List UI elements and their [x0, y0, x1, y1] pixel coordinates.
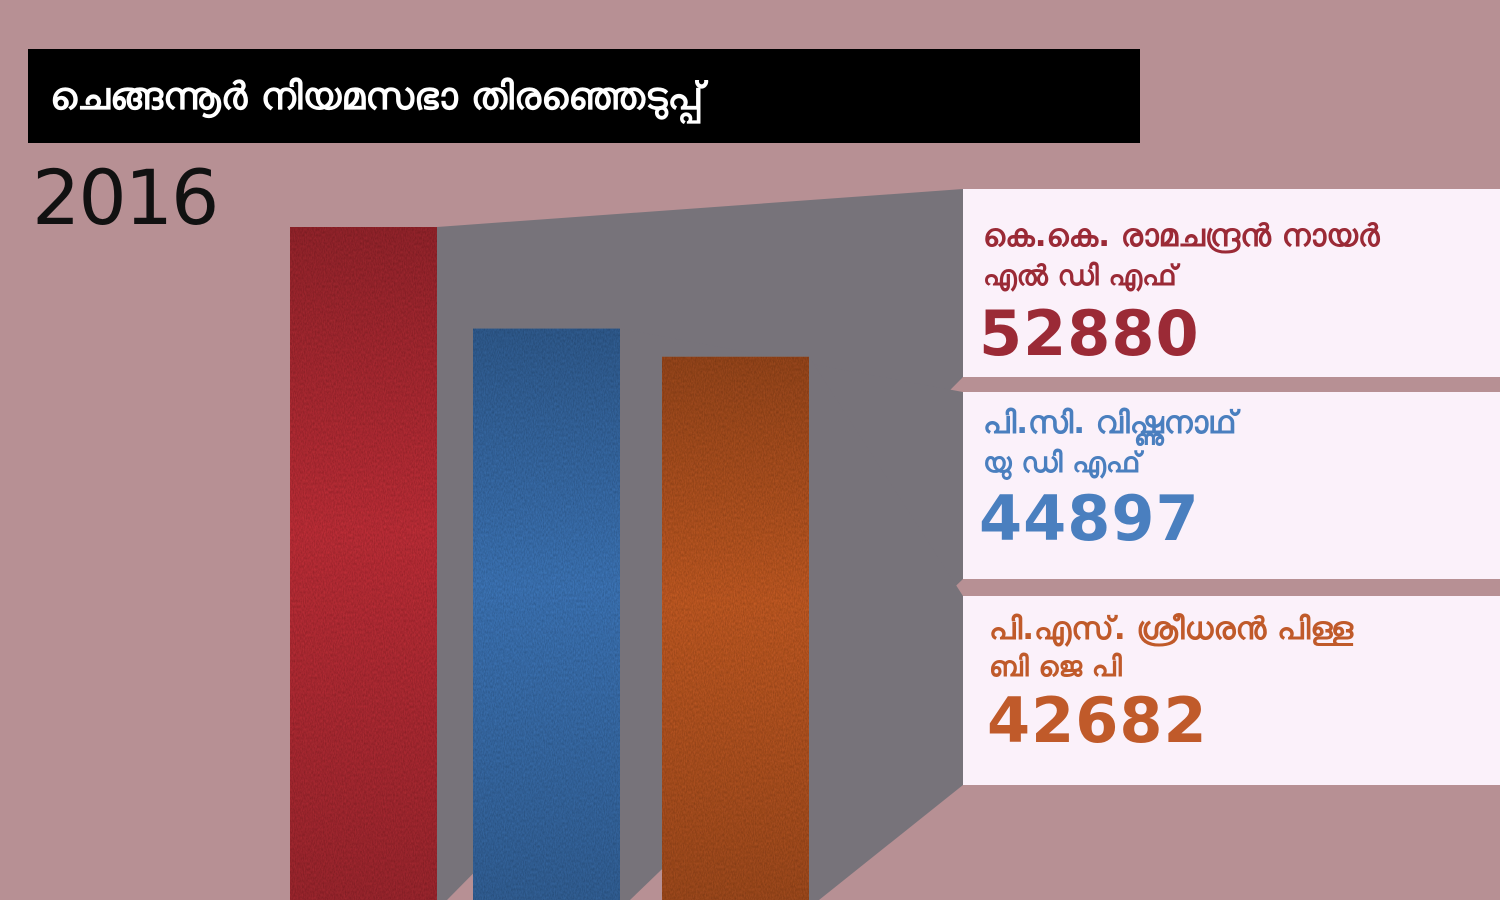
title-banner: ചെങ്ങന്നൂർ നിയമസഭാ തിരഞ്ഞെടുപ്പ്	[28, 49, 1140, 143]
candidate-name: കെ.കെ. രാമചന്ദ്രൻ നായർ	[983, 218, 1380, 254]
candidate-party: യു ഡി എഫ്	[983, 446, 1141, 479]
candidate-card-bjp: പി.എസ്. ശ്രീധരൻ പിള്ള ബി ജെ പി 42682	[963, 596, 1500, 785]
candidate-votes: 42682	[987, 684, 1208, 757]
bar-shading	[290, 227, 437, 900]
bar-shading	[662, 356, 809, 900]
bar-shading	[473, 328, 620, 900]
bar-shadow	[809, 356, 963, 900]
candidate-name: പി.എസ്. ശ്രീധരൻ പിള്ള	[989, 611, 1354, 647]
election-year: 2016	[32, 153, 219, 242]
candidate-party: ബി ജെ പി	[989, 650, 1122, 683]
candidate-card-udf: പി.സി. വിഷ്ണുനാഥ് യു ഡി എഫ് 44897	[963, 392, 1500, 579]
chart-title: ചെങ്ങന്നൂർ നിയമസഭാ തിരഞ്ഞെടുപ്പ്	[50, 74, 704, 118]
candidate-party: എൽ ഡി എഫ്	[983, 259, 1177, 292]
candidate-votes: 44897	[979, 482, 1200, 555]
candidate-name: പി.സി. വിഷ്ണുനാഥ്	[983, 405, 1237, 441]
candidate-votes: 52880	[979, 297, 1200, 370]
candidate-card-ldf: കെ.കെ. രാമചന്ദ്രൻ നായർ എൽ ഡി എഫ് 52880	[963, 189, 1500, 377]
